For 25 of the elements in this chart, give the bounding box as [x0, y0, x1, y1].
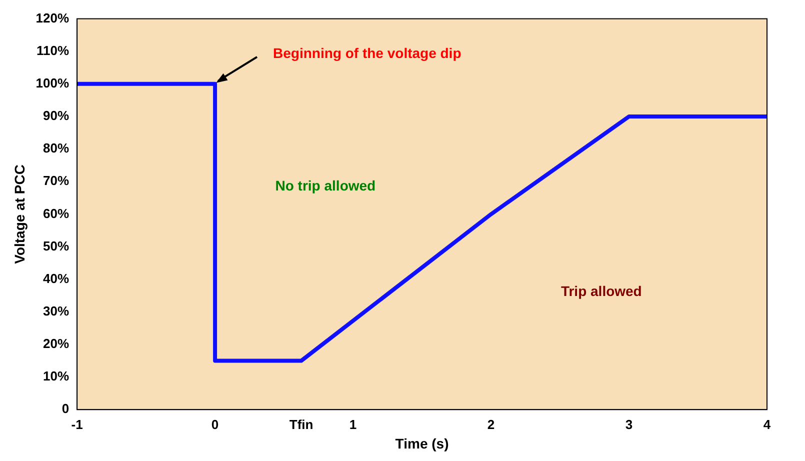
x-tick-label: 3 [625, 416, 633, 432]
x-tick-label: Tfin [289, 416, 314, 432]
y-tick-label: 60% [43, 206, 70, 221]
y-tick-label: 40% [43, 270, 70, 286]
y-tick-label: 100% [36, 76, 70, 91]
x-tick-label: 1 [349, 416, 357, 432]
y-tick-label: 80% [43, 140, 70, 156]
x-tick-label: 4 [763, 416, 772, 432]
annotation: Trip allowed [560, 283, 642, 300]
y-tick-label: 0 [62, 401, 70, 416]
y-tick-label: 30% [43, 303, 70, 318]
y-tick-label: 20% [43, 336, 70, 352]
y-tick-label: 70% [43, 173, 70, 188]
y-tick-label: 10% [43, 368, 70, 384]
x-tick-label: -1 [71, 416, 83, 432]
x-tick-label: 0 [211, 416, 219, 432]
annotation: No trip allowed [275, 178, 376, 194]
y-axis-title: Voltage at PCC [11, 164, 28, 264]
y-tick-label: 90% [43, 108, 70, 124]
y-tick-label: 50% [43, 238, 70, 254]
y-tick-label: 120% [36, 10, 70, 26]
x-axis-title: Time (s) [395, 435, 449, 452]
x-tick-label: 2 [487, 416, 495, 432]
y-tick-label: 110% [36, 42, 70, 58]
annotation: Beginning of the voltage dip [273, 44, 462, 61]
